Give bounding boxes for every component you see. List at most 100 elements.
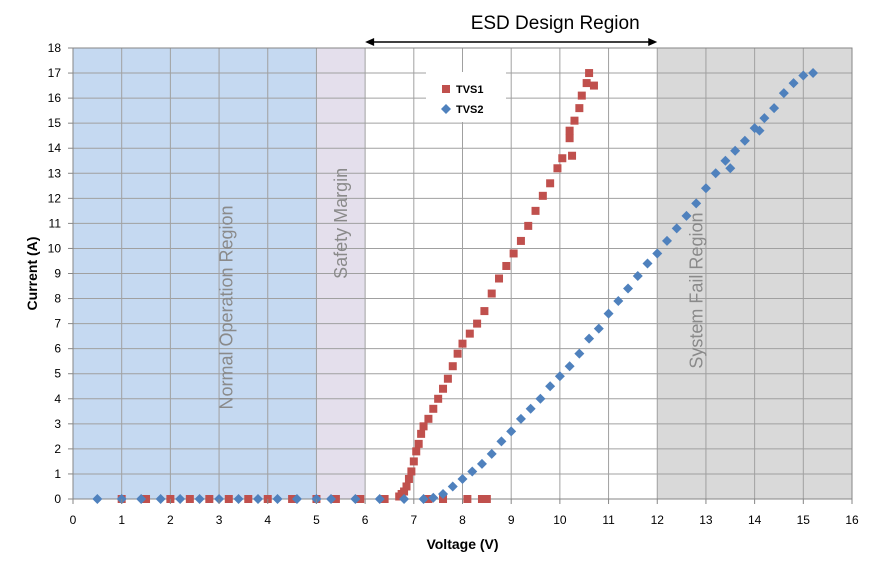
data-point (438, 488, 449, 499)
data-point (613, 296, 624, 307)
y-tick-label: 10 (48, 241, 62, 255)
data-point (535, 393, 546, 404)
series-tvs2 (92, 68, 819, 504)
data-point (92, 494, 103, 504)
data-point (439, 495, 448, 503)
data-point (409, 457, 418, 466)
data-point (417, 429, 426, 438)
y-tick-label: 14 (48, 141, 62, 155)
data-point (453, 349, 462, 358)
y-tick-label: 11 (49, 216, 62, 230)
data-point (495, 274, 504, 283)
data-point (759, 113, 770, 124)
data-point (582, 79, 591, 88)
data-point (253, 494, 264, 504)
data-point (565, 126, 574, 135)
data-point (424, 414, 433, 423)
x-tick-label: 0 (70, 513, 77, 527)
data-point (429, 404, 438, 413)
data-point (448, 362, 457, 371)
data-point (476, 458, 487, 469)
data-point (577, 91, 586, 100)
data-point (463, 495, 472, 503)
data-point (326, 494, 337, 504)
data-point (404, 474, 413, 483)
legend-label-tvs1: TVS1 (456, 84, 484, 96)
data-point (224, 495, 233, 503)
y-tick-label: 15 (48, 116, 62, 130)
design-region-arrow (365, 38, 658, 46)
x-tick-label: 4 (264, 513, 271, 527)
data-point (788, 78, 799, 89)
data-point (661, 235, 672, 246)
chart-title: ESD Design Region (471, 13, 640, 34)
x-tick-label: 2 (167, 513, 174, 527)
x-axis-label: Voltage (V) (426, 536, 498, 552)
y-tick-label: 8 (54, 292, 61, 306)
x-tick-label: 8 (459, 513, 466, 527)
grid-lines (73, 48, 852, 499)
data-point (603, 308, 614, 319)
data-point (632, 271, 643, 282)
data-point (374, 494, 385, 504)
x-tick-label: 9 (508, 513, 515, 527)
data-point (585, 69, 594, 78)
data-point (205, 495, 214, 503)
data-point (516, 236, 525, 245)
data-point (778, 88, 789, 99)
data-point (509, 249, 518, 258)
y-tick-label: 6 (54, 342, 61, 356)
data-point (185, 495, 194, 503)
data-point (480, 307, 489, 316)
data-point (399, 494, 410, 504)
data-point (545, 381, 556, 392)
legend-box (426, 72, 506, 122)
y-tick-label: 18 (48, 41, 62, 55)
data-point (564, 361, 575, 372)
data-point (477, 495, 486, 503)
data-point (350, 494, 361, 504)
data-point (155, 494, 166, 504)
data-point (515, 413, 526, 424)
data-point (272, 494, 283, 504)
data-point (458, 339, 467, 348)
y-tick-label: 12 (48, 191, 62, 205)
data-point (671, 223, 682, 234)
data-point (414, 439, 423, 448)
legend: TVS1 TVS2 (426, 72, 506, 122)
data-point (769, 103, 780, 114)
data-point (754, 125, 765, 136)
x-tick-label: 11 (602, 513, 615, 527)
data-point (467, 466, 478, 477)
data-point (538, 191, 547, 200)
data-point (434, 394, 443, 403)
data-point (407, 467, 416, 476)
data-point (506, 426, 517, 437)
y-tick-label: 3 (54, 417, 61, 431)
data-point (194, 494, 205, 504)
data-point (570, 116, 579, 125)
data-point (428, 492, 439, 503)
data-point (400, 487, 409, 496)
y-tick-label: 2 (54, 442, 61, 456)
data-point (419, 422, 428, 431)
x-tick-label: 13 (699, 513, 713, 527)
y-tick-label: 16 (48, 91, 62, 105)
y-tick-label: 0 (54, 492, 61, 506)
data-point (447, 481, 458, 492)
arrow-head-left (365, 38, 375, 46)
data-point (652, 248, 663, 259)
x-tick-label: 7 (410, 513, 417, 527)
x-tick-label: 3 (216, 513, 223, 527)
normal-operation-label: Normal Operation Region (217, 205, 237, 409)
data-point (439, 384, 448, 393)
legend-marker-tvs2 (441, 104, 451, 114)
arrow-head-right (648, 38, 658, 46)
safety-margin-label: Safety Margin (331, 168, 351, 279)
system-fail-label: System Fail Region (687, 213, 707, 369)
legend-label-tvs2: TVS2 (456, 104, 484, 116)
data-point (291, 494, 302, 504)
data-point (642, 258, 653, 269)
